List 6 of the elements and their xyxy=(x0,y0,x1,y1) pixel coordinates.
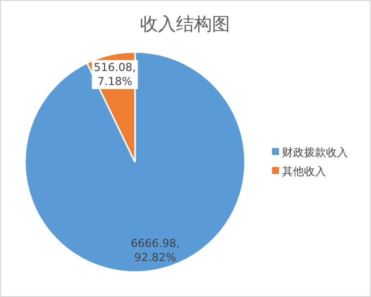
data-label: 516.08, 7.18% xyxy=(94,61,136,88)
chart-title: 收入结构图 xyxy=(140,14,230,35)
data-label: 6666.98, 92.82% xyxy=(130,236,180,264)
legend-label: 财政拨款收入 xyxy=(282,146,348,159)
legend-label: 其他收入 xyxy=(282,165,326,178)
pie-slice xyxy=(24,51,246,273)
